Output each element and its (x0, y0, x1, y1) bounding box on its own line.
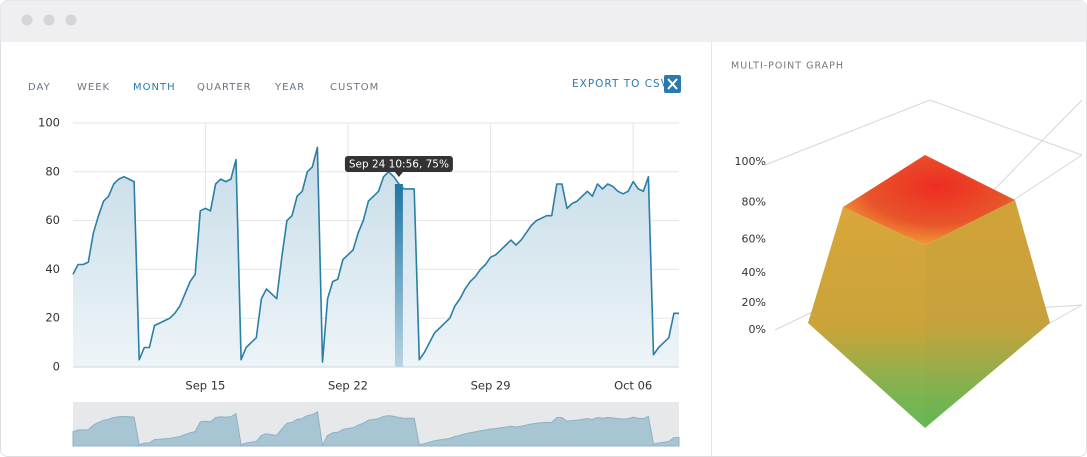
title-bar (0, 0, 1087, 42)
surface-top (843, 155, 1015, 245)
tooltip: Sep 24 10:56, 75% (344, 156, 453, 177)
y-tick-label: 40 (45, 262, 60, 276)
y-tick-label: 20% (742, 296, 766, 309)
highlight-bar (394, 184, 403, 367)
y-tick-label: 0 (53, 360, 60, 374)
surface-face (808, 207, 925, 428)
window-dot[interactable] (43, 14, 55, 26)
x-tick-label: Sep 29 (471, 379, 511, 393)
navigator-area (72, 410, 680, 447)
y-tick-label: 0% (749, 323, 766, 336)
surface-face (925, 200, 1050, 428)
y-tick-label: 80% (742, 195, 766, 208)
y-tick-label: 60% (742, 232, 766, 245)
y-tick-label: 20 (45, 311, 60, 325)
window-dot[interactable] (21, 14, 33, 26)
export-button[interactable]: EXPORT TO CSV (572, 78, 669, 90)
y-tick-label: 80 (45, 164, 60, 178)
tab[interactable]: QUARTER (197, 82, 252, 93)
y-tick-label: 40% (742, 266, 766, 279)
y-tick-label: 100 (38, 116, 60, 130)
y-tick-label: 60 (45, 213, 60, 227)
x-tick-label: Sep 22 (328, 379, 368, 393)
tooltip-pointer (394, 172, 403, 177)
x-tick-label: Sep 15 (185, 379, 225, 393)
excel-icon-x (667, 78, 678, 90)
window-dot[interactable] (65, 14, 77, 26)
chart-title: MULTI-POINT GRAPH (731, 61, 844, 72)
x-tick-label: Oct 06 (614, 379, 652, 393)
tab[interactable]: DAY (28, 82, 51, 93)
tab[interactable]: MONTH (133, 82, 176, 93)
tooltip-text: Sep 24 10:56, 75% (349, 159, 449, 171)
y-tick-label: 100% (735, 155, 766, 168)
tab[interactable]: CUSTOM (330, 82, 379, 93)
area (73, 147, 679, 367)
tab[interactable]: YEAR (274, 82, 305, 93)
tab[interactable]: WEEK (77, 82, 110, 93)
tooltip-box (344, 156, 453, 172)
line (72, 146, 679, 363)
surface-3d (764, 99, 1083, 428)
